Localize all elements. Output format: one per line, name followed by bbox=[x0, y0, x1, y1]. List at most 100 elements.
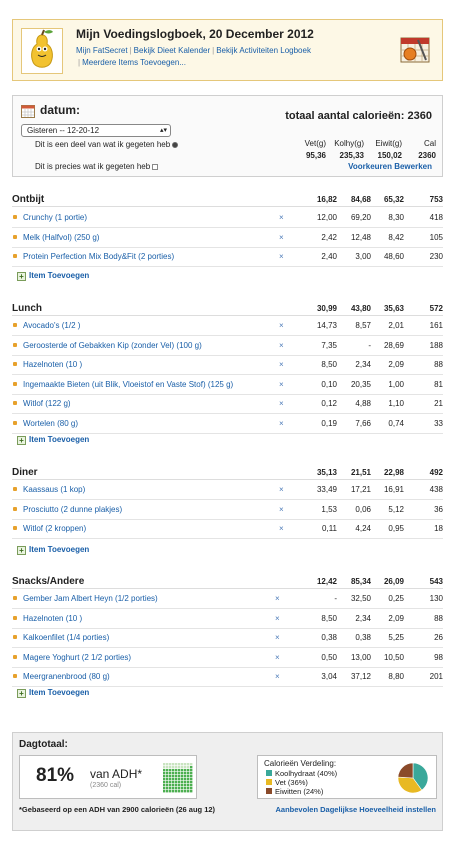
add-item-button[interactable]: + Item Toevoegen bbox=[17, 688, 89, 698]
food-item-link[interactable]: Magere Yoghurt (2 1/2 porties) bbox=[23, 652, 132, 662]
delete-icon[interactable]: × bbox=[275, 672, 280, 681]
food-row: Geroosterde of Gebakken Kip (zonder Vel)… bbox=[12, 337, 443, 356]
food-row: Ingemaakte Bieten (uit Blik, Vloeistof e… bbox=[12, 376, 443, 395]
nutrient-value: 12,48 bbox=[350, 232, 371, 242]
checkbox-icon[interactable] bbox=[152, 164, 159, 170]
food-item-link[interactable]: Wortelen (80 g) bbox=[23, 418, 78, 428]
link-my-fatsecret[interactable]: Mijn FatSecret bbox=[76, 46, 128, 55]
meal-title: Diner bbox=[12, 467, 38, 478]
delete-icon[interactable]: × bbox=[275, 613, 280, 623]
bullet-icon bbox=[13, 215, 17, 219]
meal-header-0: Ontbijt 16,82 84,68 65,32 753 bbox=[12, 193, 443, 207]
option-partial-label: Dit is een deel van wat ik gegeten heb bbox=[35, 140, 171, 149]
link-diet-calendar[interactable]: Bekijk Dieet Kalender bbox=[133, 46, 211, 55]
bullet-icon bbox=[13, 342, 17, 347]
meal-header-2: Diner 35,13 21,51 22,98 492 bbox=[12, 466, 443, 480]
delete-icon[interactable]: × bbox=[279, 340, 284, 350]
pear-logo-icon bbox=[21, 28, 63, 74]
food-item-link[interactable]: Melk (Halfvol) (250 g) bbox=[23, 232, 100, 242]
meal-title: Lunch bbox=[12, 303, 42, 314]
nutrient-value: 26 bbox=[434, 633, 443, 642]
nutrient-value: - bbox=[334, 594, 337, 603]
bullet-icon bbox=[13, 654, 17, 659]
food-item-link[interactable]: Witlof (2 kroppen) bbox=[23, 524, 87, 533]
delete-icon[interactable]: × bbox=[279, 485, 284, 494]
food-item-link[interactable]: Meergranenbrood (80 g) bbox=[23, 672, 110, 681]
header-links: Mijn FatSecret | Bekijk Dieet Kalender | Bek… bbox=[76, 46, 311, 67]
nutrient-value: 1,00 bbox=[388, 379, 404, 389]
delete-icon[interactable]: × bbox=[279, 213, 284, 222]
calorie-pie-chart bbox=[397, 762, 429, 794]
food-item-link[interactable]: Prosciutto (2 dunne plakjes) bbox=[23, 504, 123, 514]
link-activity-log[interactable]: Bekijk Activiteiten Logboek bbox=[216, 46, 311, 55]
bullet-icon bbox=[13, 615, 17, 620]
legend-protein: Eiwitten (24%) bbox=[266, 787, 323, 796]
delete-icon[interactable]: × bbox=[275, 633, 280, 642]
delete-icon[interactable]: × bbox=[279, 321, 284, 330]
option-exact[interactable]: Dit is precies wat ik gegeten heb bbox=[35, 162, 185, 172]
add-item-label: Item Toevoegen bbox=[29, 688, 90, 697]
food-item-link[interactable]: Geroosterde of Gebakken Kip (zonder Vel)… bbox=[23, 340, 202, 350]
nutrient-value: 8,80 bbox=[388, 672, 404, 681]
nutrient-value: 88 bbox=[434, 360, 443, 369]
delete-icon[interactable]: × bbox=[279, 252, 284, 261]
nutrient-value: 418 bbox=[429, 213, 443, 222]
add-item-button[interactable]: + Item Toevoegen bbox=[17, 271, 89, 281]
delete-icon[interactable]: × bbox=[279, 524, 284, 533]
delete-icon[interactable]: × bbox=[279, 232, 284, 242]
link-add-multiple-items[interactable]: Meerdere Items Toevoegen... bbox=[82, 58, 186, 67]
food-item-link[interactable]: Crunchy (1 portie) bbox=[23, 213, 88, 222]
nutrient-value: 0,50 bbox=[321, 652, 337, 662]
col-head-fat: Vet(g) bbox=[304, 139, 326, 148]
set-rda-link[interactable]: Aanbevolen Dagelijkse Hoeveelheid instel… bbox=[275, 805, 436, 814]
delete-icon[interactable]: × bbox=[275, 652, 280, 662]
radio-selected-icon[interactable] bbox=[172, 142, 179, 148]
delete-icon[interactable]: × bbox=[279, 379, 284, 389]
food-row: Gember Jam Albert Heyn (1/2 porties) × - 32… bbox=[12, 590, 443, 609]
food-item-link[interactable]: Avocado's (1/2 ) bbox=[23, 321, 81, 330]
delete-icon[interactable]: × bbox=[279, 399, 284, 408]
add-item-button[interactable]: + Item Toevoegen bbox=[17, 545, 89, 555]
food-item-link[interactable]: Gember Jam Albert Heyn (1/2 porties) bbox=[23, 594, 158, 603]
nutrient-value: 36 bbox=[434, 504, 443, 514]
meal-total-value: 30,99 bbox=[316, 304, 337, 313]
page-title: Mijn Voedingslogboek, 20 December 2012 bbox=[76, 27, 314, 41]
legend-protein-swatch bbox=[266, 788, 272, 794]
food-item-link[interactable]: Kaassaus (1 kop) bbox=[23, 485, 86, 494]
nutrient-value: 8,30 bbox=[388, 213, 404, 222]
meal-total-value: 85,34 bbox=[350, 577, 371, 586]
date-select[interactable]: Gisteren -- 12-20-12 ▴▾ bbox=[21, 124, 171, 137]
food-item-link[interactable]: Ingemaakte Bieten (uit Blik, Vloeistof e… bbox=[23, 379, 234, 389]
food-row: Hazelnoten (10 ) × 8,50 2,34 2,09 88 bbox=[12, 610, 443, 629]
delete-icon[interactable]: × bbox=[279, 504, 284, 514]
food-item-link[interactable]: Hazelnoten (10 ) bbox=[23, 613, 83, 623]
nutrient-value: 2,34 bbox=[355, 360, 371, 369]
meal-total-value: 65,32 bbox=[383, 195, 404, 204]
food-row: Hazelnoten (10 ) × 8,50 2,34 2,09 88 bbox=[12, 356, 443, 375]
bullet-icon bbox=[13, 234, 17, 239]
food-item-link[interactable]: Protein Perfection Mix Body&Fit (2 porti… bbox=[23, 252, 175, 261]
nutrient-value: 5,25 bbox=[388, 633, 404, 642]
option-partial[interactable]: Dit is een deel van wat ik gegeten heb bbox=[35, 140, 185, 150]
meal-total-value: 16,82 bbox=[316, 195, 337, 204]
nutrient-value: 0,12 bbox=[321, 399, 337, 408]
nutrient-value: 16,91 bbox=[383, 485, 404, 494]
add-item-button[interactable]: + Item Toevoegen bbox=[17, 435, 89, 445]
total-protein: 150,02 bbox=[377, 151, 402, 160]
meal-total-value: 84,68 bbox=[350, 195, 371, 204]
delete-icon[interactable]: × bbox=[279, 418, 284, 428]
food-item-link[interactable]: Witlof (122 g) bbox=[23, 399, 71, 408]
meal-total-value: 22,98 bbox=[383, 468, 404, 477]
nutrient-value: 0,74 bbox=[388, 418, 404, 428]
date-select-value: Gisteren -- 12-20-12 bbox=[27, 126, 100, 135]
nutrient-value: 8,57 bbox=[355, 321, 371, 330]
nutrient-value: 0,06 bbox=[355, 504, 371, 514]
delete-icon[interactable]: × bbox=[275, 594, 280, 603]
food-item-link[interactable]: Hazelnoten (10 ) bbox=[23, 360, 83, 369]
food-item-link[interactable]: Kalkoenfilet (1/4 porties) bbox=[23, 633, 110, 642]
edit-preferences-link[interactable]: Voorkeuren Bewerken bbox=[348, 162, 432, 171]
bullet-icon bbox=[13, 635, 17, 639]
nutrient-value: 98 bbox=[434, 652, 443, 662]
delete-icon[interactable]: × bbox=[279, 360, 284, 369]
food-calendar-icon[interactable] bbox=[398, 32, 432, 66]
